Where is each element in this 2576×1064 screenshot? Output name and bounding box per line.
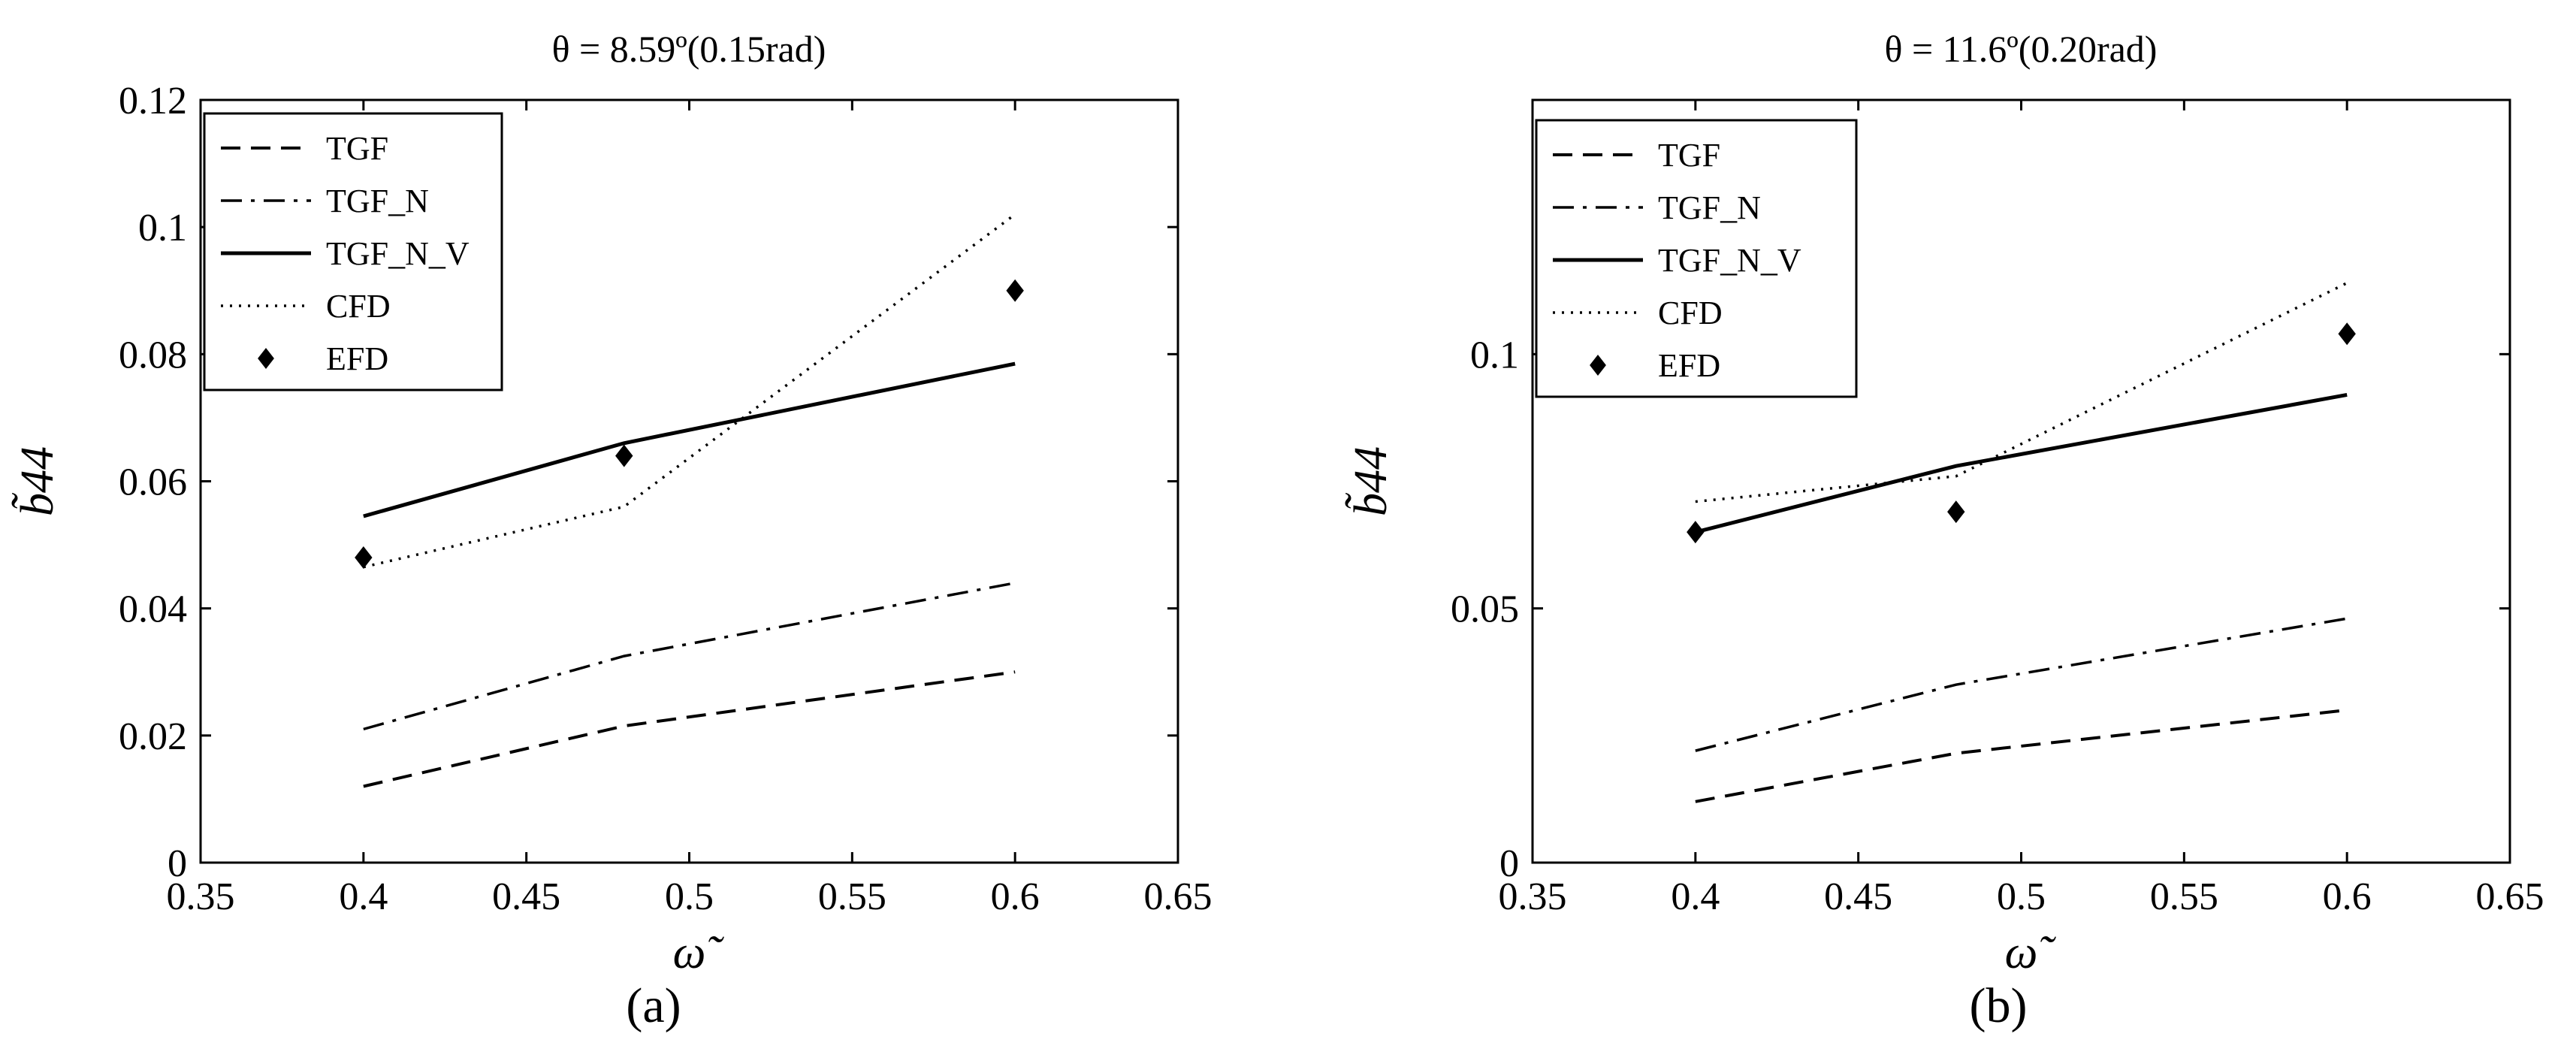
y-tick-label: 0.1 xyxy=(138,207,187,249)
panel-label: (b) xyxy=(1970,978,2028,1033)
x-axis-title: ω̃ xyxy=(2005,927,2057,978)
x-tick-label: 0.5 xyxy=(1997,875,2046,918)
y-tick-label: 0 xyxy=(168,842,187,885)
x-tick-label: 0.35 xyxy=(167,875,235,918)
legend-swatch-efd xyxy=(1590,355,1606,376)
panel-label: (a) xyxy=(626,978,681,1033)
x-tick-label: 0.4 xyxy=(339,875,388,918)
chart-title: θ = 8.59º(0.15rad) xyxy=(552,28,826,70)
tgf-series-line xyxy=(363,670,1016,788)
y-tick-label: 0.05 xyxy=(1451,588,1519,631)
x-tick-label: 0.65 xyxy=(1144,875,1213,918)
y-tick-label: 0.06 xyxy=(119,461,187,504)
y-axis-title: b̃44 xyxy=(1345,446,1397,516)
legend-label-cfd: CFD xyxy=(1658,295,1723,331)
tgf-series-line xyxy=(1695,709,2348,803)
y-tick-label: 0.02 xyxy=(119,715,187,758)
legend: TGF TGF_N TGF_N_V CFD EFD xyxy=(1535,119,1858,398)
tgf-n-series-line xyxy=(363,582,1016,731)
tgf-n-series-line xyxy=(1695,617,2348,752)
legend-label-tgf-n: TGF_N xyxy=(1658,189,1761,226)
efd-marker xyxy=(1006,279,1024,302)
efd-marker xyxy=(1947,500,1965,524)
x-tick-label: 0.6 xyxy=(991,875,1040,918)
legend-label-efd: EFD xyxy=(326,340,388,377)
legend: TGF TGF_N TGF_N_V CFD EFD xyxy=(203,112,503,391)
y-tick-label: 0.08 xyxy=(119,334,187,376)
legend-swatch-efd xyxy=(258,348,274,369)
x-axis-title: ω̃ xyxy=(673,927,725,978)
cfd-series-line xyxy=(1695,282,2348,503)
efd-marker xyxy=(355,546,373,569)
y-tick-label: 0 xyxy=(1499,842,1519,885)
legend-label-efd: EFD xyxy=(1658,347,1720,384)
y-tick-label: 0.04 xyxy=(119,588,187,631)
x-tick-label: 0.5 xyxy=(665,875,714,918)
legend-label-tgf-n-v: TGF_N_V xyxy=(326,235,470,272)
efd-marker xyxy=(1687,521,1705,544)
x-tick-label: 0.45 xyxy=(492,875,560,918)
efd-marker xyxy=(2338,322,2356,346)
x-tick-label: 0.65 xyxy=(2476,875,2544,918)
legend-label-tgf: TGF xyxy=(1658,137,1720,174)
x-tick-label: 0.55 xyxy=(818,875,886,918)
x-tick-label: 0.35 xyxy=(1499,875,1567,918)
y-tick-label: 0.1 xyxy=(1470,334,1519,376)
y-tick-label: 0.12 xyxy=(119,80,187,122)
chart-panel-b: 0.35 0.4 0.45 0.5 0.55 0.6 0.65 0 0.05 0.1 θ = 11.… xyxy=(1345,28,2544,1033)
chart-title: θ = 11.6º(0.20rad) xyxy=(1885,28,2158,70)
legend-label-cfd: CFD xyxy=(326,288,391,325)
legend-label-tgf-n: TGF_N xyxy=(326,183,429,219)
x-tick-label: 0.4 xyxy=(1671,875,1720,918)
y-axis-title: b̃44 xyxy=(12,446,63,516)
chart-panel-a: 0.35 0.4 0.45 0.5 0.55 0.6 0.65 0 0.02 0.04 0.06 0.… xyxy=(12,28,1213,1033)
tgf-n-v-series-line xyxy=(1695,393,2348,534)
tgf-n-v-series-line xyxy=(363,361,1016,518)
x-tick-label: 0.6 xyxy=(2323,875,2372,918)
efd-marker xyxy=(615,444,633,467)
x-tick-label: 0.45 xyxy=(1824,875,1892,918)
x-tick-label: 0.55 xyxy=(2150,875,2218,918)
legend-label-tgf-n-v: TGF_N_V xyxy=(1658,242,1801,279)
legend-label-tgf: TGF xyxy=(326,130,388,167)
